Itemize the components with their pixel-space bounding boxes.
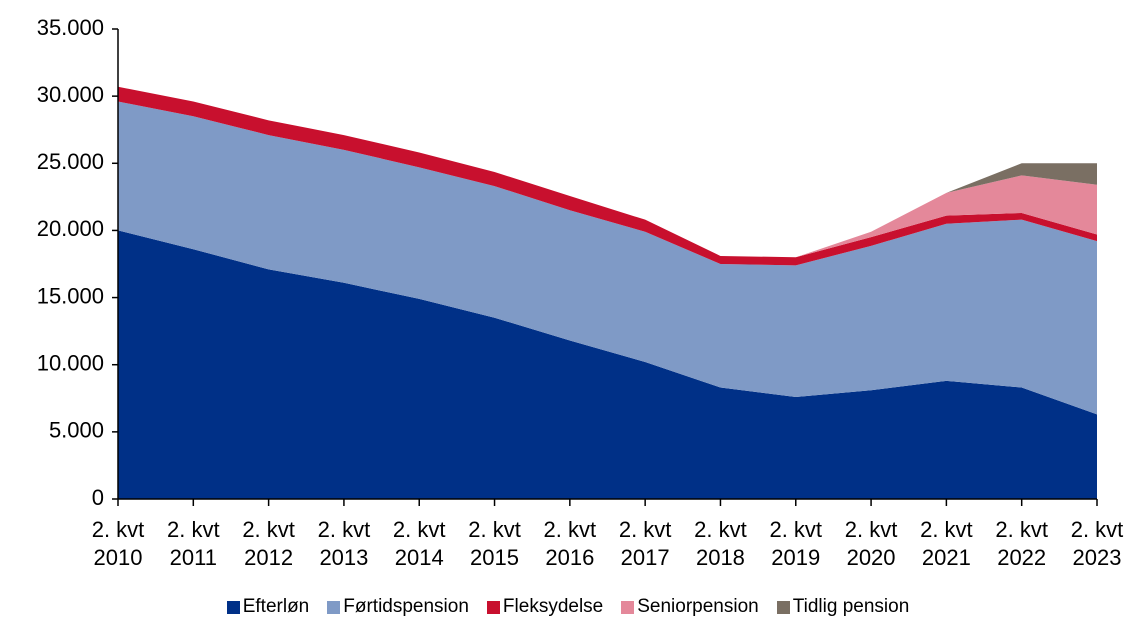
legend-label: Førtidspension xyxy=(343,596,469,617)
y-tick-label: 15.000 xyxy=(37,283,104,308)
y-tick-label: 35.000 xyxy=(37,15,104,40)
x-tick-label: 2. kvt 2017 xyxy=(618,517,672,570)
y-tick-label: 0 xyxy=(92,485,104,510)
legend-item: Seniorpension xyxy=(621,596,759,618)
y-tick-label: 5.000 xyxy=(49,418,104,443)
x-tick-label: 2. kvt 2010 xyxy=(91,517,145,570)
x-tick-label: 2. kvt 2023 xyxy=(1070,517,1124,570)
x-tick-label: 2. kvt 2021 xyxy=(920,517,973,570)
legend-swatch xyxy=(486,600,500,614)
y-tick-label: 20.000 xyxy=(37,216,104,241)
x-tick-label: 2. kvt 2022 xyxy=(995,517,1048,570)
legend-swatch xyxy=(226,600,240,614)
x-tick-label: 2. kvt 2015 xyxy=(468,517,521,570)
x-tick-label: 2. kvt 2013 xyxy=(317,517,371,570)
x-tick-label: 2. kvt 2014 xyxy=(392,517,446,570)
legend-item: Fleksydelse xyxy=(486,596,604,618)
legend-item: Efterløn xyxy=(226,596,310,618)
legend-label: Seniorpension xyxy=(637,596,759,617)
legend-label: Fleksydelse xyxy=(502,596,604,617)
legend-swatch xyxy=(327,600,341,614)
y-tick-label: 30.000 xyxy=(37,82,104,107)
legend: Efterløn Førtidspension Fleksydelse Seniorp… xyxy=(0,596,1136,618)
x-tick-label: 2. kvt 2016 xyxy=(543,517,597,570)
area xyxy=(118,230,1097,499)
legend-label: Efterløn xyxy=(242,596,310,617)
legend-item: Tidlig pension xyxy=(776,596,910,618)
legend-item: Førtidspension xyxy=(327,596,469,618)
legend-swatch xyxy=(776,600,790,614)
y-tick-label: 25.000 xyxy=(37,149,104,174)
x-tick-label: 2. kvt 2018 xyxy=(694,517,747,570)
x-tick-label: 2. kvt 2012 xyxy=(242,517,295,570)
legend-swatch xyxy=(621,600,635,614)
area xyxy=(118,101,1097,415)
y-tick-label: 10.000 xyxy=(37,351,104,376)
x-tick-label: 2. kvt 2019 xyxy=(769,517,823,570)
x-tick-label: 2. kvt 2011 xyxy=(167,517,220,570)
x-tick-label: 2. kvt 2020 xyxy=(844,517,898,570)
legend-label: Tidlig pension xyxy=(792,596,910,617)
